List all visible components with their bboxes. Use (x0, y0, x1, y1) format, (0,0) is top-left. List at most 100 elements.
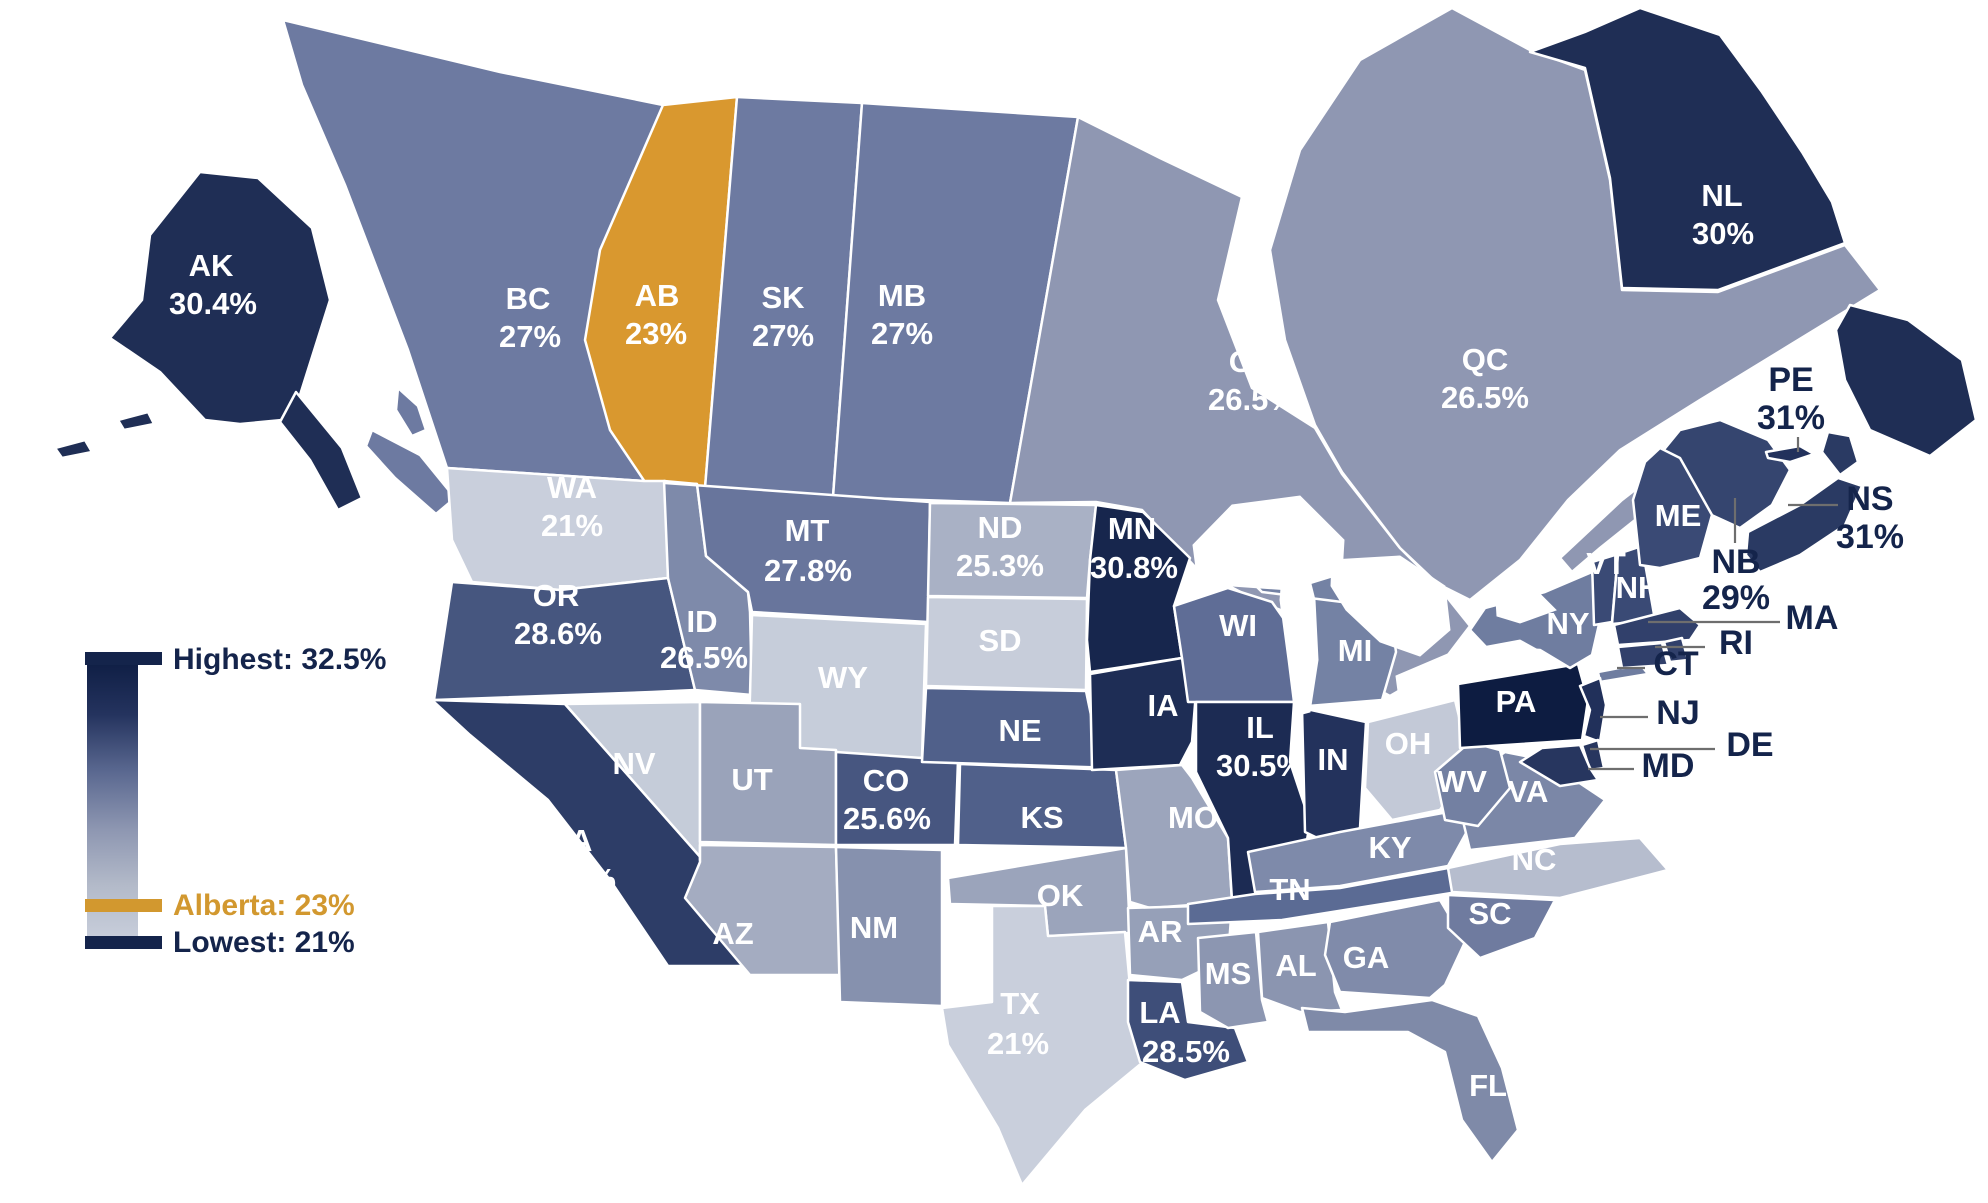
region-value-id: 26.5% (660, 640, 748, 675)
region-label-or: OR (533, 578, 580, 613)
region-label-il: IL (1246, 710, 1274, 745)
region-tx (940, 904, 1150, 1187)
region-ri (1662, 636, 1690, 664)
region-nj (1578, 676, 1608, 744)
callout-value-ns: 31% (1836, 518, 1904, 556)
callout-label-ct: CT (1653, 645, 1699, 683)
region-label-wi: WI (1219, 608, 1257, 643)
region-fl (1300, 998, 1520, 1164)
region-label-nm: NM (850, 910, 898, 945)
region-label-ga: GA (1343, 940, 1390, 975)
region-label-ak: AK (189, 248, 234, 283)
region-value-sk: 27% (752, 318, 814, 353)
region-nc (1446, 836, 1670, 900)
region-value-mt: 27.8% (764, 553, 852, 588)
region-label-sc: SC (1468, 896, 1511, 931)
region-label-ks: KS (1020, 800, 1063, 835)
region-ak-part2 (53, 438, 94, 460)
region-value-tx: 21% (987, 1026, 1049, 1061)
region-value-wa: 21% (541, 508, 603, 543)
region-label-al: AL (1275, 948, 1316, 983)
region-label-ar: AR (1138, 914, 1183, 949)
lake-huron (1330, 555, 1451, 657)
region-ns-part1 (1820, 430, 1860, 477)
region-pe (1764, 444, 1816, 464)
region-co (834, 750, 960, 847)
callout-label-pe: PE (1768, 361, 1813, 399)
region-ga (1323, 898, 1467, 1000)
region-label-nc: NC (1512, 842, 1557, 877)
region-label-tn: TN (1269, 872, 1310, 907)
region-nl-part1 (1834, 303, 1978, 458)
region-label-mn: MN (1108, 511, 1156, 546)
region-ia (1088, 656, 1198, 772)
region-label-az: AZ (712, 916, 753, 951)
region-value-ak: 30.4% (169, 286, 257, 321)
callout-value-pe: 31% (1757, 399, 1825, 437)
region-label-ut: UT (731, 762, 772, 797)
region-label-in: IN (1318, 742, 1349, 777)
region-label-nl: NL (1701, 178, 1742, 213)
region-label-nd: ND (978, 510, 1023, 545)
region-ak-part1 (278, 390, 364, 512)
callout-label-de: DE (1726, 726, 1773, 764)
region-nl (1528, 6, 1847, 292)
region-label-fl: FL (1469, 1068, 1507, 1103)
region-ut (698, 700, 838, 847)
region-ky (1246, 810, 1472, 894)
region-value-il: 30.5% (1216, 748, 1304, 783)
callout-label-md: MD (1642, 747, 1695, 785)
region-label-sd: SD (978, 623, 1021, 658)
region-ct (1616, 641, 1670, 670)
region-label-va: VA (1508, 774, 1549, 809)
region-label-ab: AB (635, 278, 680, 313)
region-label-oh: OH (1385, 726, 1432, 761)
callout-value-nb: 29% (1702, 579, 1770, 617)
region-sc (1446, 893, 1557, 960)
region-label-la: LA (1139, 995, 1180, 1030)
region-label-wv: WV (1437, 764, 1487, 799)
region-label-co: CO (863, 763, 910, 798)
region-label-sk: SK (761, 280, 805, 315)
region-label-tx: TX (1000, 986, 1040, 1021)
region-label-mt: MT (785, 513, 830, 548)
region-label-ne: NE (998, 713, 1041, 748)
callout-label-ma: MA (1786, 599, 1839, 637)
callout-label-nb: NB (1711, 543, 1760, 581)
region-value-nl: 30% (1692, 216, 1754, 251)
region-nm (834, 845, 944, 1008)
region-label-id: ID (687, 604, 718, 639)
region-label-on: ON (1229, 344, 1276, 379)
callout-label-nj: NJ (1656, 694, 1699, 732)
region-al (1256, 920, 1344, 1014)
region-label-mo: MO (1168, 800, 1218, 835)
region-label-nh: NH (1616, 570, 1661, 605)
region-bc-part1 (364, 428, 457, 516)
region-value-or: 28.6% (514, 616, 602, 651)
region-value-ab: 23% (625, 316, 687, 351)
region-ms (1196, 930, 1270, 1030)
region-value-co: 25.6% (843, 801, 931, 836)
lake-ontario (1495, 593, 1557, 624)
lake-erie (1395, 639, 1542, 697)
region-ma (1612, 606, 1702, 647)
lake-michigan (1279, 559, 1319, 717)
region-ak-part3 (116, 410, 156, 432)
region-label-me: ME (1655, 498, 1702, 533)
region-value-qc: 26.5% (1441, 380, 1529, 415)
region-label-mi: MI (1338, 633, 1372, 668)
region-bc-part2 (394, 386, 428, 438)
region-label-ky: KY (1368, 830, 1411, 865)
region-pa (1456, 662, 1590, 750)
region-value-mn: 30.8% (1090, 550, 1178, 585)
region-me (1631, 446, 1714, 570)
region-value-nd: 25.3% (956, 548, 1044, 583)
region-la (1126, 978, 1250, 1082)
region-label-mb: MB (878, 278, 926, 313)
region-value-bc: 27% (499, 319, 561, 354)
region-label-ca: CA (548, 823, 593, 858)
region-label-pa: PA (1496, 684, 1537, 719)
region-value-la: 28.5% (1142, 1034, 1230, 1069)
region-label-ny: NY (1546, 606, 1589, 641)
callout-label-ri: RI (1719, 624, 1753, 662)
